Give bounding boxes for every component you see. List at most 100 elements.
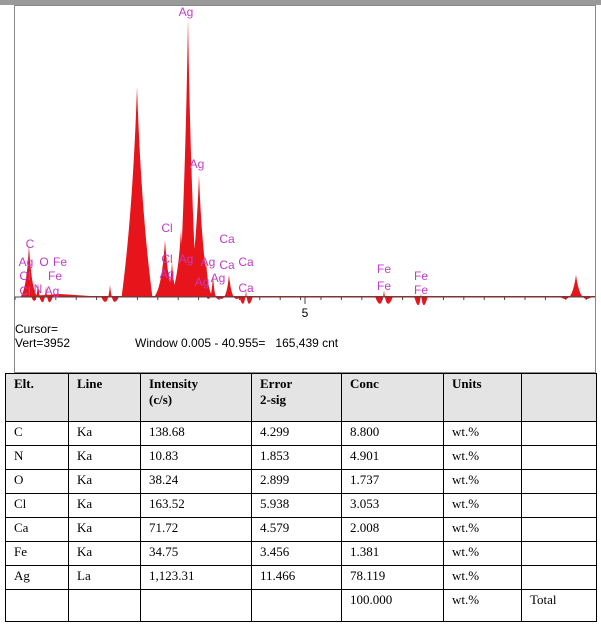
cell: 1.737 — [341, 469, 444, 494]
baseline-noise — [15, 294, 595, 297]
peak — [197, 260, 215, 298]
total-row: 100.000 wt.% Total — [5, 589, 597, 622]
peak-label: Ca — [238, 281, 254, 295]
peak — [414, 293, 428, 306]
spectrum-frame — [14, 5, 596, 373]
peak-label: Ca — [219, 232, 235, 246]
cell: 3.053 — [341, 493, 444, 518]
header-cell: Units — [443, 373, 522, 422]
cell: Fe — [5, 541, 69, 566]
header-row: Elt. Line Intensity (c/s) Error 2-sig Conc Un… — [5, 373, 597, 422]
cell — [5, 589, 69, 622]
peak — [163, 262, 181, 298]
peak-label: C — [26, 237, 35, 251]
peak-label: Ag — [179, 5, 194, 19]
header-cell — [521, 373, 597, 422]
cell: 8.800 — [341, 421, 444, 446]
cell: 71.72 — [140, 517, 252, 542]
cell: wt.% — [443, 445, 522, 470]
peak-label: Ag — [190, 157, 205, 171]
cell — [521, 493, 597, 518]
cell: Ka — [68, 493, 141, 518]
data-row: O Ka 38.24 2.899 1.737 wt.% — [5, 469, 597, 494]
header-cell: Line — [68, 373, 141, 422]
cell: wt.% — [443, 469, 522, 494]
cell: Ka — [68, 421, 141, 446]
peak-label: Fe — [414, 283, 428, 297]
cell — [251, 589, 342, 622]
header-cell: Conc — [341, 373, 444, 422]
cell: wt.% — [443, 421, 522, 446]
data-row: C Ka 138.68 4.299 8.800 wt.% — [5, 421, 597, 446]
peak — [121, 87, 153, 297]
vert-label: Vert=3952 — [15, 336, 70, 350]
cell: 38.24 — [140, 469, 252, 494]
cell: 78.119 — [341, 565, 444, 590]
peak-label: Ag — [19, 255, 34, 269]
cell: Ka — [68, 541, 141, 566]
cell: N — [5, 445, 69, 470]
cell — [521, 445, 597, 470]
cell: Ka — [68, 469, 141, 494]
peak-label: Ag — [160, 267, 175, 281]
cell: La — [68, 565, 141, 590]
data-row: Ca Ka 71.72 4.579 2.008 wt.% — [5, 517, 597, 542]
cell: O — [5, 469, 69, 494]
total-cell: 100.000 — [341, 589, 444, 622]
cell: 2.008 — [341, 517, 444, 542]
peak-label: Cl — [161, 252, 172, 266]
peak — [560, 275, 592, 300]
peak — [20, 245, 38, 297]
peak-label: Fe — [377, 262, 391, 276]
cell — [68, 589, 141, 622]
cell — [521, 541, 597, 566]
axis-tick-label: 5 — [302, 306, 309, 320]
header-cell: Elt. — [5, 373, 69, 422]
cell: wt.% — [443, 493, 522, 518]
peak-label: Ag — [45, 284, 60, 298]
cell: 4.579 — [251, 517, 342, 542]
peak — [154, 240, 176, 297]
cell: wt.% — [443, 565, 522, 590]
peak-label: Cl — [161, 221, 172, 235]
cell: Ka — [68, 517, 141, 542]
peak-label: Ca — [238, 255, 254, 269]
peaks — [15, 18, 595, 306]
peak-label: N — [34, 282, 43, 296]
cell: 1.853 — [251, 445, 342, 470]
cell: Ka — [68, 445, 141, 470]
peak-label: O — [39, 255, 48, 269]
cell: wt.% — [443, 517, 522, 542]
cell — [521, 517, 597, 542]
peak-label: Cl — [19, 269, 30, 283]
peak-label: Ag — [179, 252, 194, 266]
image-strip — [0, 0, 601, 5]
peak-label: Fe — [48, 269, 62, 283]
spectrum: 5 Cursor= Vert=3952 Window 0.005 - 40.95… — [0, 0, 601, 373]
cell: 1.381 — [341, 541, 444, 566]
cell: 138.68 — [140, 421, 252, 446]
header-cell: Error 2-sig — [251, 373, 342, 422]
peak-label: Cl — [19, 284, 30, 298]
data-row: N Ka 10.83 1.853 4.901 wt.% — [5, 445, 597, 470]
cell: 10.83 — [140, 445, 252, 470]
cell — [521, 469, 597, 494]
cell: 11.466 — [251, 565, 342, 590]
cell: 3.456 — [251, 541, 342, 566]
cell — [140, 589, 252, 622]
cell: 4.901 — [341, 445, 444, 470]
peak-label: Ag — [195, 275, 210, 289]
peak-label: Ag — [211, 271, 226, 285]
cell: wt.% — [443, 541, 522, 566]
cell: Cl — [5, 493, 69, 518]
peak-label: Fe — [377, 279, 391, 293]
peak — [31, 282, 45, 301]
data-row: Ag La 1,123.31 11.466 78.119 wt.% — [5, 565, 597, 590]
peak-label: Ag — [201, 255, 216, 269]
window-label: Window 0.005 - 40.955= 165,439 cnt — [135, 336, 339, 350]
peak — [39, 286, 53, 303]
ticks — [14, 297, 587, 304]
cell: 5.938 — [251, 493, 342, 518]
header-cell: Intensity (c/s) — [140, 373, 252, 422]
peak — [101, 285, 119, 302]
